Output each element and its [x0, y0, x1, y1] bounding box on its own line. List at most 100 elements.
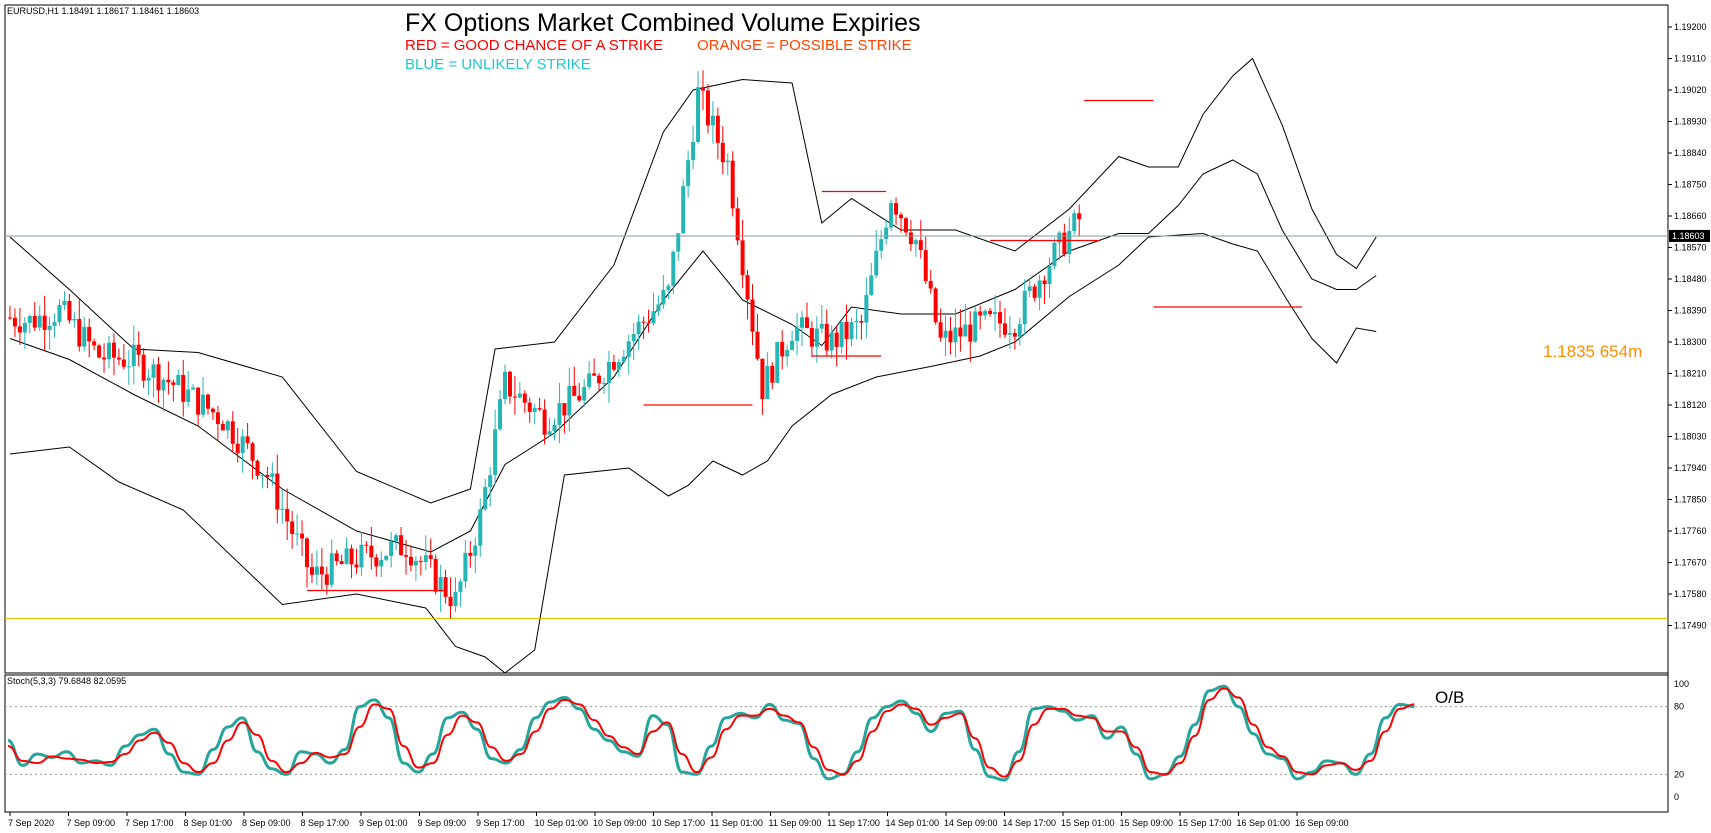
- legend-orange: ORANGE = POSSIBLE STRIKE: [697, 37, 912, 54]
- price-tick-label: 1.18840: [1674, 148, 1707, 158]
- expiry-annotation: 1.1835 654m: [1543, 342, 1642, 361]
- candle-body: [849, 322, 854, 340]
- candle-body: [770, 365, 775, 383]
- candle-body: [329, 553, 334, 585]
- candle-body: [468, 552, 473, 556]
- candle-body: [1062, 232, 1067, 255]
- candle-body: [1067, 231, 1072, 255]
- candle-body: [606, 361, 611, 384]
- candle-body: [819, 323, 824, 329]
- candle-body: [730, 160, 735, 209]
- candle-body: [577, 395, 582, 401]
- candle-body: [1017, 324, 1022, 337]
- candle-body: [809, 328, 814, 347]
- candle-body: [968, 324, 973, 342]
- candle-body: [181, 375, 186, 402]
- candle-body: [859, 320, 864, 323]
- candlesticks: [8, 70, 1082, 620]
- candle-body: [765, 365, 770, 400]
- candle-body: [710, 115, 715, 126]
- candle-body: [379, 559, 384, 567]
- time-tick-label: 9 Sep 01:00: [359, 818, 408, 828]
- candle-body: [141, 354, 146, 381]
- candle-body: [67, 300, 72, 321]
- price-tick-label: 1.19110: [1674, 54, 1706, 64]
- candle-body: [597, 375, 602, 384]
- time-tick-label: 11 Sep 01:00: [710, 818, 763, 828]
- candle-body: [473, 545, 478, 556]
- candle-body: [602, 383, 606, 385]
- candle-body: [562, 403, 567, 416]
- candle-body: [47, 325, 52, 330]
- candle-body: [220, 423, 225, 431]
- stoch-tick-label: 80: [1674, 702, 1684, 712]
- candle-body: [869, 275, 874, 296]
- candle-body: [176, 375, 181, 385]
- candle-body: [230, 421, 235, 444]
- candle-body: [918, 240, 923, 251]
- price-tick-label: 1.17670: [1674, 558, 1707, 568]
- stoch-tick-label: 0: [1674, 792, 1679, 802]
- candle-body: [532, 408, 537, 412]
- candle-body: [631, 334, 636, 342]
- candle-body: [290, 521, 295, 535]
- stoch-label: Stoch(5,3,3) 79.6848 82.0595: [7, 676, 126, 686]
- candle-body: [22, 322, 27, 333]
- candle-body: [191, 387, 196, 390]
- candle-body: [626, 341, 631, 357]
- candle-body: [978, 311, 983, 316]
- price-tick-label: 1.18300: [1674, 337, 1707, 347]
- price-tick-label: 1.18030: [1674, 432, 1707, 442]
- candle-body: [671, 251, 676, 286]
- candle-body: [285, 508, 290, 522]
- candle-body: [493, 429, 498, 476]
- candle-body: [107, 342, 111, 360]
- candle-body: [760, 358, 765, 400]
- time-tick-label: 10 Sep 01:00: [535, 818, 589, 828]
- candle-body: [156, 364, 161, 391]
- candle-body: [864, 295, 869, 323]
- candle-body: [37, 315, 42, 328]
- candle-body: [413, 561, 418, 566]
- time-tick-label: 16 Sep 01:00: [1237, 818, 1291, 828]
- candle-body: [696, 87, 701, 142]
- price-tick-label: 1.18120: [1674, 400, 1707, 410]
- stoch-tick-label: 100: [1674, 679, 1689, 689]
- candle-body: [701, 87, 705, 91]
- candle-body: [938, 322, 943, 338]
- candle-body: [834, 332, 839, 347]
- candle-body: [27, 316, 32, 323]
- time-tick-label: 9 Sep 09:00: [418, 818, 467, 828]
- symbol-info: EURUSD,H1 1.18491 1.18617 1.18461 1.1860…: [7, 6, 199, 16]
- time-tick-label: 7 Sep 09:00: [67, 818, 116, 828]
- candle-body: [8, 317, 12, 319]
- candle-body: [641, 321, 646, 323]
- candle-body: [17, 326, 22, 333]
- candle-body: [319, 566, 324, 575]
- ob-label: O/B: [1435, 688, 1464, 707]
- candle-body: [507, 371, 512, 397]
- candle-body: [943, 330, 948, 338]
- candle-body: [889, 203, 894, 228]
- candle-body: [785, 349, 790, 357]
- candle-body: [636, 321, 641, 335]
- price-tick-label: 1.18480: [1674, 274, 1707, 284]
- candle-body: [750, 299, 755, 332]
- candle-body: [305, 538, 309, 568]
- price-tick-label: 1.17940: [1674, 463, 1707, 473]
- candle-body: [572, 385, 577, 396]
- candle-body: [483, 486, 488, 510]
- candle-body: [1052, 242, 1057, 267]
- candle-body: [1002, 323, 1007, 335]
- candle-body: [686, 160, 691, 187]
- candle-body: [839, 321, 844, 347]
- candle-body: [300, 533, 305, 539]
- candle-body: [894, 203, 899, 215]
- candle-body: [735, 208, 740, 241]
- candle-body: [611, 361, 616, 370]
- time-tick-label: 14 Sep 17:00: [1003, 818, 1057, 828]
- candle-body: [552, 424, 557, 432]
- candle-body: [255, 460, 260, 476]
- price-tick-label: 1.18750: [1674, 180, 1707, 190]
